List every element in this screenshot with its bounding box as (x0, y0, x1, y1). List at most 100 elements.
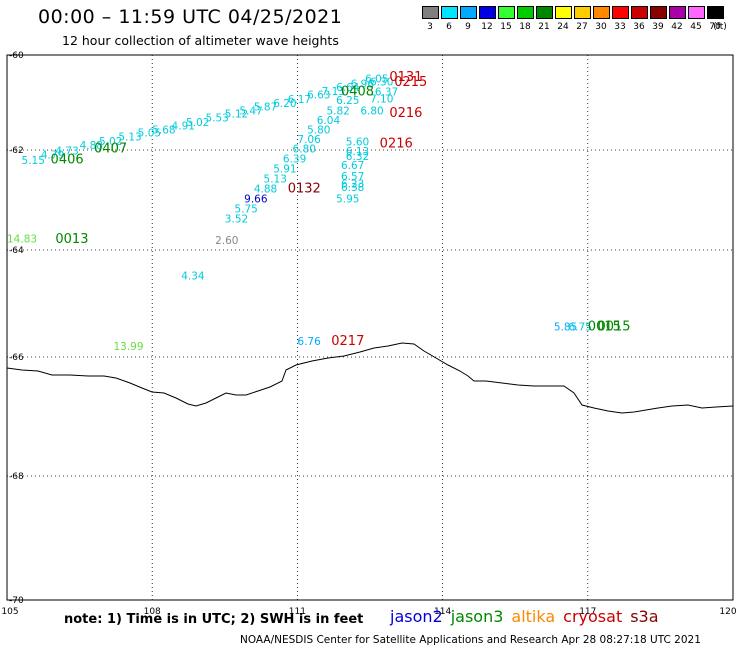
color-scale-label: 15 (500, 22, 512, 32)
lat-tick-label: -66 (9, 353, 24, 363)
pass-time-label: 0216 (380, 137, 413, 152)
pass-time-label: 0407 (94, 142, 127, 157)
wave-height-label: 5.75 (234, 204, 257, 216)
color-scale-swatch (422, 6, 439, 19)
wave-height-label: 5.53 (205, 113, 228, 125)
color-scale-label: 12 (481, 22, 493, 32)
color-scale-swatch (631, 6, 648, 19)
wave-height-label: 5.60 (346, 136, 369, 148)
lat-lon-grid: 105 108 111 114 117 120 -60 -62 -64 -66 -68 -70 (1, 51, 736, 617)
wave-height-label: 5.68 (152, 124, 175, 136)
wave-height-label: 5.15 (22, 155, 45, 167)
color-scale-label: 21 (538, 22, 550, 32)
color-scale-swatch (555, 6, 572, 19)
satellite-legend-altika: altika (511, 607, 556, 626)
color-scale-swatch (517, 6, 534, 19)
wave-height-label: 6.05 (365, 74, 388, 86)
pass-time-label: 0216 (389, 106, 422, 121)
pass-time-label: 0215 (394, 75, 427, 90)
wave-height-label: 5.95 (336, 194, 359, 206)
color-scale-label: 33 (614, 22, 626, 32)
color-scale-unit: (ft) (713, 22, 727, 32)
pass-time-label: 0132 (288, 182, 321, 197)
color-scale-label: 9 (465, 22, 471, 32)
wave-height-label: 4.88 (254, 184, 277, 196)
wave-height-label: 14.83 (7, 234, 37, 246)
wave-height-label: 6.32 (346, 151, 369, 163)
wave-height-label: 2.60 (215, 235, 238, 247)
wave-height-label: 5.13 (118, 132, 141, 144)
color-scale-swatch (498, 6, 515, 19)
wave-height-label: 6.67 (341, 160, 364, 172)
satellite-legend-jason3: jason3 (450, 607, 504, 626)
wave-height-label: 5.82 (326, 105, 349, 117)
wave-height-label: 3.52 (225, 214, 248, 226)
satellite-legend-jason2: jason2 (390, 607, 443, 626)
map-subtitle: 12 hour collection of altimeter wave hei… (62, 33, 339, 48)
wave-height-label: 6.76 (297, 336, 321, 348)
wave-height-label: 7.13 (322, 86, 345, 98)
color-scale-label: 45 (690, 22, 702, 32)
wave-height-label: 6.63 (307, 90, 330, 102)
footnote: note: 1) Time is in UTC; 2) SWH is in fe… (64, 612, 364, 627)
color-scale-label: 39 (652, 22, 664, 32)
wave-height-label: 6.37 (375, 86, 398, 98)
wave-height-label: 6.23 (341, 179, 364, 191)
wave-height-label: 6.20 (273, 98, 296, 110)
wave-height-label: 5.12 (225, 109, 248, 121)
pass-time-label: 0013 (55, 232, 88, 247)
satellite-legend: jason2 jason3 altika cryosat s3a (390, 607, 667, 626)
wave-height-label: 5.02 (99, 136, 122, 148)
wave-height-label: 6.80 (293, 144, 316, 156)
wave-height-label: 6.13 (346, 146, 369, 158)
wave-height-label: 4.34 (181, 270, 205, 282)
wave-height-label: 7.06 (297, 134, 321, 146)
wave-height-label: 6.04 (317, 115, 341, 127)
pass-time-label: 0217 (331, 334, 364, 349)
pass-time-label: 0015 (588, 319, 621, 334)
wave-height-label: 5.91 (273, 164, 296, 176)
wave-height-label: 6.25 (336, 95, 359, 107)
wave-height-label: 6.38 (341, 182, 364, 194)
color-scale-swatch (441, 6, 458, 19)
wave-height-label: 5.87 (254, 102, 277, 114)
lon-tick-label: 108 (144, 607, 161, 617)
color-scale-label: 42 (671, 22, 683, 32)
color-scale-label: 36 (633, 22, 645, 32)
color-scale-label: 70 (709, 22, 721, 32)
wave-height-values: 5.154.794.73 4.885.025.135.055.684.915.02… (7, 74, 592, 353)
map-frame (6, 54, 734, 601)
wave-height-label: 5.02 (186, 117, 209, 129)
wave-height-label: 5.13 (264, 174, 287, 186)
color-scale-swatch (612, 6, 629, 19)
color-scale-swatch (593, 6, 610, 19)
wave-height-label: 4.79 (41, 150, 64, 162)
credit-line: NOAA/NESDIS Center for Satellite Applica… (240, 634, 701, 646)
wave-height-label: 6.39 (283, 154, 306, 166)
color-scale-swatch (479, 6, 496, 19)
color-scale-swatch (536, 6, 553, 19)
wave-height-label: 5.47 (239, 105, 262, 117)
wave-height-label: 6.64 (336, 82, 360, 94)
color-scale-label: 6 (446, 22, 452, 32)
color-scale-swatch (688, 6, 705, 19)
color-scale-label: 24 (557, 22, 569, 32)
color-scale-swatch (669, 6, 686, 19)
lat-tick-label: -68 (9, 472, 24, 482)
color-scale-swatch (460, 6, 477, 19)
pass-time-label: 0406 (51, 153, 84, 168)
color-scale-label: 18 (519, 22, 531, 32)
color-scale-label: 27 (576, 22, 588, 32)
lon-tick-label: 105 (1, 607, 18, 617)
wave-height-label: 5.80 (307, 124, 330, 136)
wave-height-label: 5.05 (138, 128, 161, 140)
wave-height-label: 6.17 (288, 94, 311, 106)
lat-tick-label: -60 (9, 51, 24, 61)
lat-tick-label: -64 (9, 246, 24, 256)
color-scale-label: 3 (427, 22, 433, 32)
pass-time-label: 0015 (597, 319, 630, 334)
lat-tick-label: -70 (9, 596, 24, 606)
wave-height-label: 7.10 (370, 94, 393, 106)
